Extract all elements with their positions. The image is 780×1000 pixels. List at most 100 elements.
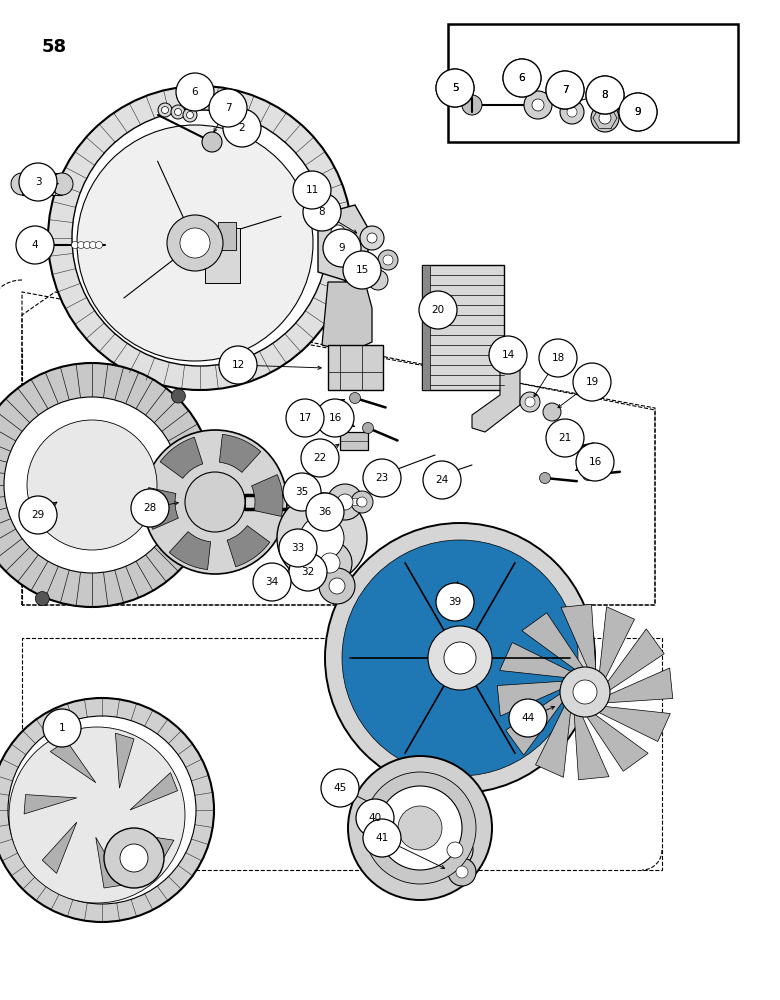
Text: 18: 18 bbox=[551, 353, 565, 363]
Circle shape bbox=[509, 699, 547, 737]
Text: 9: 9 bbox=[635, 107, 641, 117]
Circle shape bbox=[419, 291, 457, 329]
Circle shape bbox=[351, 491, 373, 513]
Circle shape bbox=[185, 472, 245, 532]
Circle shape bbox=[567, 107, 577, 117]
Circle shape bbox=[77, 125, 313, 361]
Circle shape bbox=[104, 828, 164, 888]
Text: 29: 29 bbox=[31, 510, 44, 520]
Circle shape bbox=[543, 403, 561, 421]
Bar bbox=[205, 228, 240, 283]
Circle shape bbox=[331, 225, 345, 239]
Circle shape bbox=[524, 91, 552, 119]
Circle shape bbox=[176, 73, 214, 111]
Text: 8: 8 bbox=[319, 207, 325, 217]
Circle shape bbox=[48, 86, 352, 390]
Bar bbox=[218, 222, 236, 250]
Circle shape bbox=[447, 842, 463, 858]
Circle shape bbox=[363, 819, 401, 857]
Text: 3: 3 bbox=[34, 177, 41, 187]
Text: 6: 6 bbox=[192, 87, 198, 97]
Circle shape bbox=[560, 100, 584, 124]
Circle shape bbox=[328, 498, 336, 506]
Circle shape bbox=[77, 241, 84, 248]
Circle shape bbox=[186, 111, 193, 118]
Circle shape bbox=[319, 568, 355, 604]
Circle shape bbox=[172, 389, 186, 403]
Text: 15: 15 bbox=[356, 265, 369, 275]
Circle shape bbox=[349, 392, 360, 403]
Circle shape bbox=[368, 270, 388, 290]
Circle shape bbox=[342, 540, 578, 776]
Text: 39: 39 bbox=[448, 597, 462, 607]
Circle shape bbox=[546, 71, 584, 109]
Circle shape bbox=[158, 103, 172, 117]
Circle shape bbox=[8, 716, 196, 904]
Circle shape bbox=[95, 241, 102, 248]
Circle shape bbox=[546, 71, 584, 109]
Polygon shape bbox=[130, 773, 178, 810]
Circle shape bbox=[283, 473, 321, 511]
Circle shape bbox=[343, 251, 381, 289]
Circle shape bbox=[503, 59, 541, 97]
Wedge shape bbox=[147, 488, 179, 529]
Polygon shape bbox=[561, 604, 596, 673]
Circle shape bbox=[331, 251, 345, 265]
Text: 41: 41 bbox=[375, 833, 388, 843]
Circle shape bbox=[27, 420, 157, 550]
Circle shape bbox=[219, 346, 257, 384]
Circle shape bbox=[279, 529, 317, 567]
Circle shape bbox=[9, 727, 185, 903]
Circle shape bbox=[316, 399, 354, 437]
Wedge shape bbox=[169, 532, 211, 570]
Text: 22: 22 bbox=[314, 453, 327, 463]
Polygon shape bbox=[604, 668, 673, 703]
Circle shape bbox=[436, 69, 474, 107]
Polygon shape bbox=[522, 613, 585, 671]
Circle shape bbox=[456, 866, 468, 878]
Circle shape bbox=[90, 241, 97, 248]
Circle shape bbox=[586, 76, 624, 114]
Circle shape bbox=[539, 339, 577, 377]
Circle shape bbox=[337, 494, 353, 510]
Circle shape bbox=[338, 498, 345, 506]
Circle shape bbox=[573, 363, 611, 401]
Circle shape bbox=[360, 226, 384, 250]
Text: 36: 36 bbox=[318, 507, 331, 517]
Circle shape bbox=[556, 444, 568, 456]
Text: 6: 6 bbox=[519, 73, 525, 83]
Polygon shape bbox=[585, 713, 648, 771]
Circle shape bbox=[503, 59, 541, 97]
Circle shape bbox=[599, 112, 611, 124]
Text: 17: 17 bbox=[299, 413, 312, 423]
Circle shape bbox=[444, 642, 476, 674]
Text: 19: 19 bbox=[585, 377, 598, 387]
Circle shape bbox=[364, 772, 476, 884]
Text: 7: 7 bbox=[562, 85, 569, 95]
Text: 5: 5 bbox=[452, 83, 459, 93]
Text: 1: 1 bbox=[58, 723, 66, 733]
Circle shape bbox=[329, 578, 345, 594]
Circle shape bbox=[378, 250, 398, 270]
Text: 45: 45 bbox=[333, 783, 346, 793]
Circle shape bbox=[356, 498, 363, 506]
Wedge shape bbox=[227, 526, 270, 567]
Bar bbox=[328, 345, 383, 390]
Circle shape bbox=[320, 553, 340, 573]
Circle shape bbox=[293, 171, 331, 209]
Circle shape bbox=[161, 106, 168, 113]
Circle shape bbox=[167, 215, 223, 271]
Text: 32: 32 bbox=[301, 567, 314, 577]
Text: 12: 12 bbox=[232, 360, 245, 370]
Circle shape bbox=[347, 498, 354, 506]
Bar bbox=[422, 265, 504, 390]
Circle shape bbox=[321, 769, 359, 807]
Text: 58: 58 bbox=[42, 38, 67, 56]
Circle shape bbox=[306, 493, 344, 531]
Circle shape bbox=[352, 498, 359, 506]
Polygon shape bbox=[574, 711, 609, 780]
Circle shape bbox=[183, 108, 197, 122]
Circle shape bbox=[223, 109, 261, 147]
Circle shape bbox=[448, 858, 476, 886]
Circle shape bbox=[286, 399, 324, 437]
